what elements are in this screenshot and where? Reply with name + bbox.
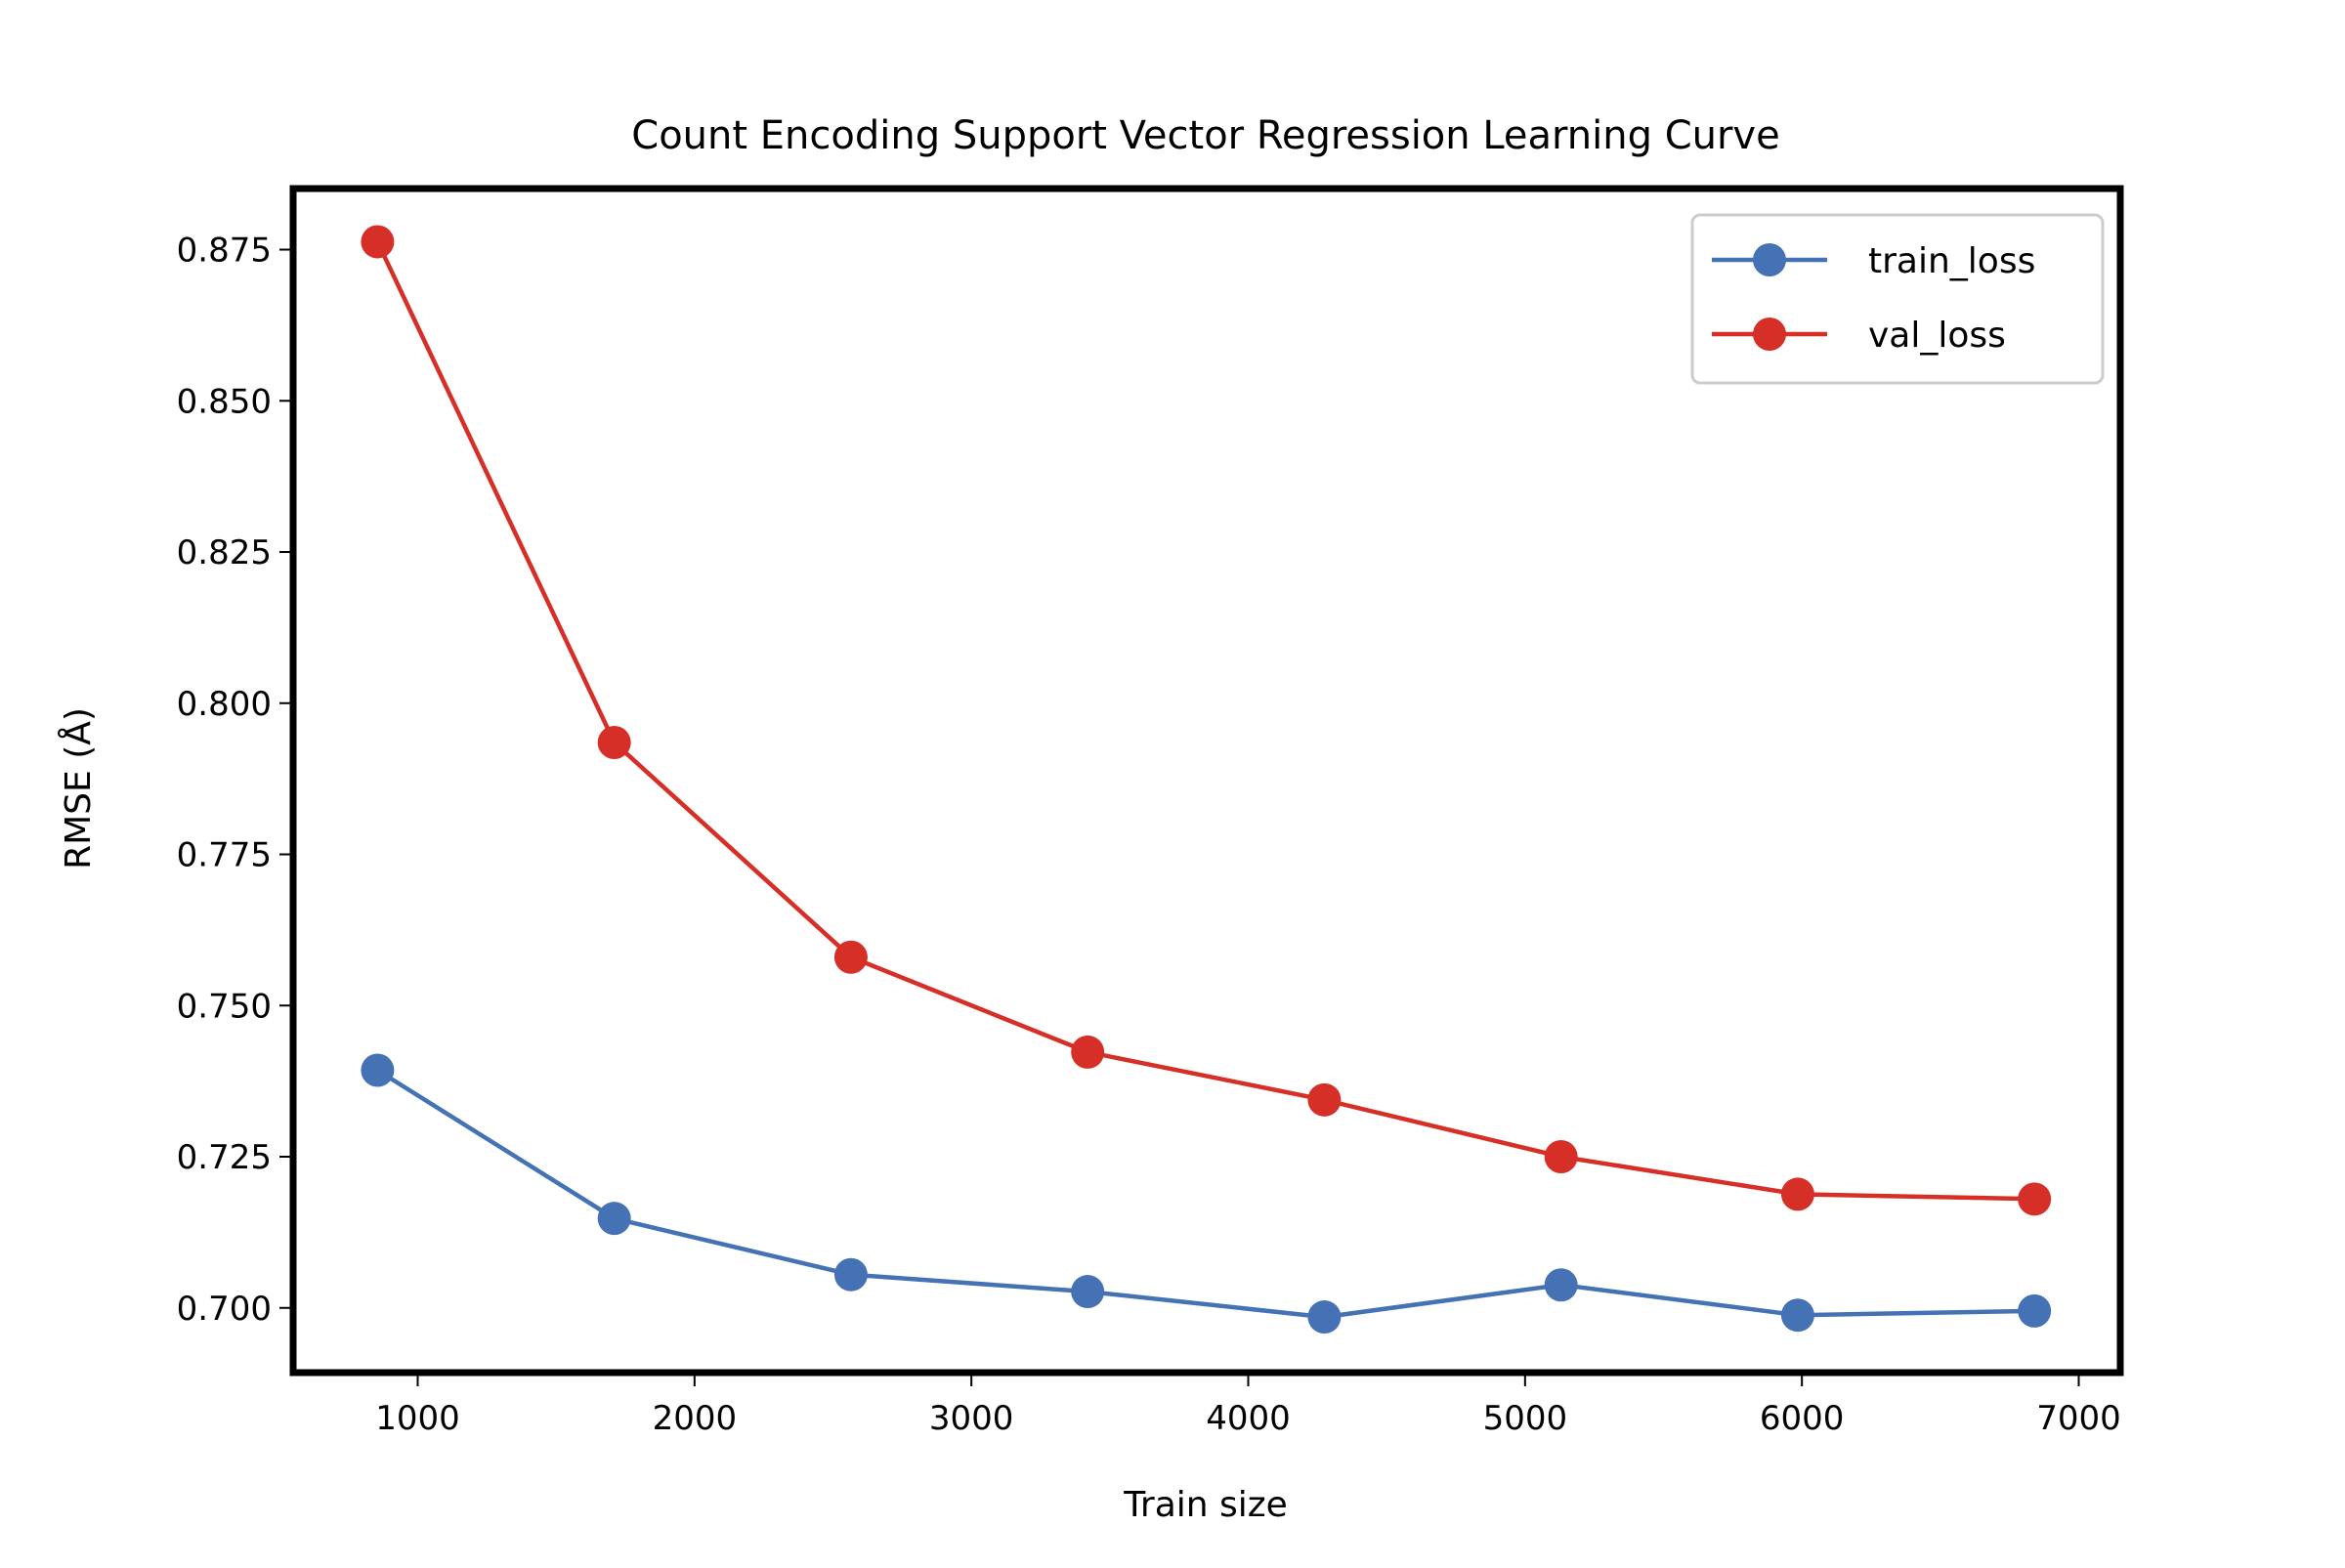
- plot-frame: [289, 185, 2124, 1377]
- x-tick-label: 2000: [653, 1399, 738, 1438]
- y-tick-label: 0.750: [177, 987, 272, 1026]
- legend-label-val_loss: val_loss: [1868, 316, 2006, 356]
- x-tick-label: 5000: [1483, 1399, 1568, 1438]
- data-point-val_loss: [833, 940, 868, 974]
- data-point-train_loss: [833, 1257, 868, 1292]
- data-point-val_loss: [1544, 1140, 1578, 1174]
- ticks-layer: 1000 2000 3000 4000 5000 6000 7000 0.700 0.725 0.…: [177, 232, 2121, 1438]
- data-point-train_loss: [361, 1053, 395, 1087]
- legend-marker-train_loss: [1753, 243, 1786, 276]
- chart-title: Count Encoding Support Vector Regression…: [631, 113, 1779, 158]
- y-tick-label: 0.775: [177, 836, 272, 875]
- y-axis-label: RMSE (Å): [57, 707, 99, 869]
- y-tick-label: 0.850: [177, 382, 272, 421]
- data-point-val_loss: [1307, 1082, 1342, 1117]
- series-layer: [361, 225, 2052, 1335]
- data-point-train_loss: [1544, 1268, 1578, 1302]
- series-line-train_loss: [376, 1068, 2035, 1320]
- y-tick-label: 0.825: [177, 533, 272, 572]
- data-point-val_loss: [2018, 1182, 2052, 1216]
- x-tick-label: 6000: [1760, 1399, 1845, 1438]
- x-tick-label: 7000: [2036, 1399, 2121, 1438]
- data-point-train_loss: [597, 1202, 631, 1236]
- y-tick-label: 0.875: [177, 232, 272, 271]
- data-point-val_loss: [597, 726, 631, 760]
- legend-box: [1690, 213, 2105, 385]
- x-tick-label: 4000: [1206, 1399, 1291, 1438]
- series-line-val_loss: [375, 240, 2035, 1202]
- data-point-val_loss: [1780, 1177, 1814, 1211]
- y-tick-label: 0.725: [177, 1138, 272, 1177]
- data-point-train_loss: [2018, 1293, 2052, 1328]
- legend-label-train_loss: train_loss: [1868, 241, 2035, 281]
- x-tick-label: 3000: [929, 1399, 1014, 1438]
- data-point-train_loss: [1780, 1298, 1814, 1333]
- legend-marker-val_loss: [1753, 318, 1786, 351]
- y-tick-label: 0.700: [177, 1290, 272, 1329]
- data-point-val_loss: [1071, 1035, 1105, 1069]
- data-point-train_loss: [1071, 1275, 1105, 1309]
- data-point-val_loss: [361, 225, 395, 259]
- data-point-train_loss: [1307, 1300, 1342, 1335]
- legend: train_loss val_loss: [1690, 213, 2105, 385]
- y-tick-label: 0.800: [177, 685, 272, 724]
- x-axis-label: Train size: [1123, 1485, 1288, 1525]
- x-tick-label: 1000: [375, 1399, 460, 1438]
